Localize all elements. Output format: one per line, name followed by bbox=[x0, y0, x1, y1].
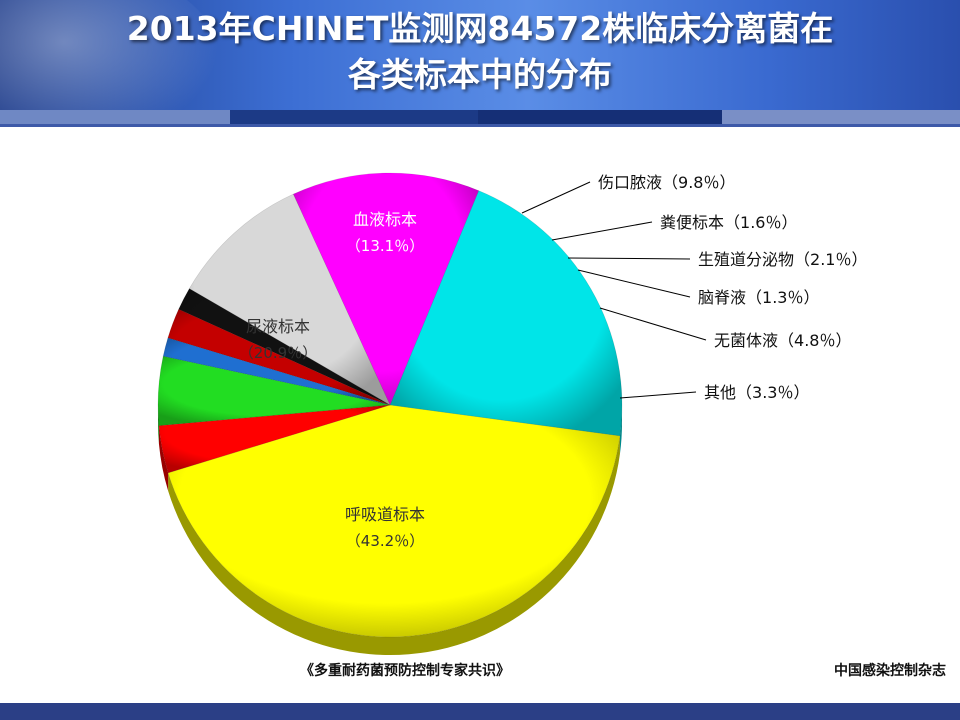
footer-bar bbox=[0, 703, 960, 720]
slide-title: 2013年CHINET监测网84572株临床分离菌在 各类标本中的分布 bbox=[0, 6, 960, 98]
pie-slice-0 bbox=[167, 404, 621, 638]
slice-value-7: （4.8％） bbox=[778, 331, 851, 350]
slice-label-5: 生殖道分泌物（2.1％） bbox=[698, 250, 867, 269]
slice-value-3: （9.8％） bbox=[662, 173, 735, 192]
slice-label-7: 无菌体液（4.8％） bbox=[714, 331, 851, 350]
pie-slice-1 bbox=[389, 190, 623, 437]
pie-slice-3 bbox=[188, 193, 391, 406]
slice-label-3: 伤口脓液（9.8％） bbox=[598, 173, 735, 192]
title-line-2: 各类标本中的分布 bbox=[348, 55, 612, 94]
slice-value-6: （1.3％） bbox=[746, 288, 819, 307]
slice-name-6: 脑脊液 bbox=[698, 288, 746, 307]
leader-label-4: 粪便标本（1.6％） bbox=[660, 213, 797, 232]
pie-slice-5 bbox=[167, 308, 391, 406]
slice-name-4: 粪便标本 bbox=[660, 213, 724, 232]
pie-slice-2 bbox=[292, 172, 480, 406]
slice-name-3: 伤口脓液 bbox=[598, 173, 662, 192]
leader-label-5: 生殖道分泌物（2.1％） bbox=[698, 250, 867, 269]
leader-label-3: 伤口脓液（9.8％） bbox=[598, 173, 735, 192]
slice-value-2: （13.1％） bbox=[346, 237, 424, 255]
slice-value-1: （20.9％） bbox=[239, 344, 317, 362]
leader-line-8 bbox=[619, 391, 697, 399]
leader-line-7 bbox=[599, 307, 707, 341]
slice-name-7: 无菌体液 bbox=[714, 331, 778, 350]
leader-line-6 bbox=[577, 269, 691, 298]
slice-value-5: （2.1％） bbox=[794, 250, 867, 269]
slice-label-6: 脑脊液（1.3％） bbox=[698, 288, 819, 307]
leader-line-3 bbox=[521, 181, 591, 214]
header-rule bbox=[0, 124, 960, 127]
pie-slice-4 bbox=[178, 288, 391, 406]
slice-name-2: 血液标本 bbox=[353, 210, 417, 229]
source-citation: 《多重耐药菌预防控制专家共识》 bbox=[300, 663, 510, 679]
pie-side-1 bbox=[619, 405, 622, 454]
leader-line-4 bbox=[551, 221, 653, 241]
pie-slice-6 bbox=[162, 337, 391, 406]
slice-value-8: （3.3％） bbox=[736, 383, 809, 402]
pie-slice-7 bbox=[157, 355, 391, 427]
leader-label-7: 无菌体液（4.8％） bbox=[714, 331, 851, 350]
slice-name-5: 生殖道分泌物 bbox=[698, 250, 794, 269]
slice-name-1: 尿液标本 bbox=[246, 317, 310, 336]
slice-label-4: 粪便标本（1.6％） bbox=[660, 213, 797, 232]
header-decoration bbox=[0, 0, 220, 110]
pie-side-7 bbox=[158, 405, 159, 444]
slice-value-0: （43.2％） bbox=[346, 532, 424, 550]
leader-line-5 bbox=[567, 257, 691, 260]
leader-label-8: 其他（3.3％） bbox=[704, 383, 809, 402]
journal-name: 中国感染控制杂志 bbox=[834, 663, 946, 679]
slice-name-8: 其他 bbox=[704, 383, 736, 402]
header-band bbox=[0, 110, 960, 124]
slide-header: 2013年CHINET监测网84572株临床分离菌在 各类标本中的分布 bbox=[0, 0, 960, 110]
slice-label-8: 其他（3.3％） bbox=[704, 383, 809, 402]
pie-slice-8 bbox=[158, 404, 391, 474]
pie-side-8 bbox=[158, 425, 169, 491]
slice-value-4: （1.6％） bbox=[724, 213, 797, 232]
slice-name-0: 呼吸道标本 bbox=[345, 505, 425, 524]
title-line-1: 2013年CHINET监测网84572株临床分离菌在 bbox=[126, 9, 834, 48]
leader-label-6: 脑脊液（1.3％） bbox=[698, 288, 819, 307]
